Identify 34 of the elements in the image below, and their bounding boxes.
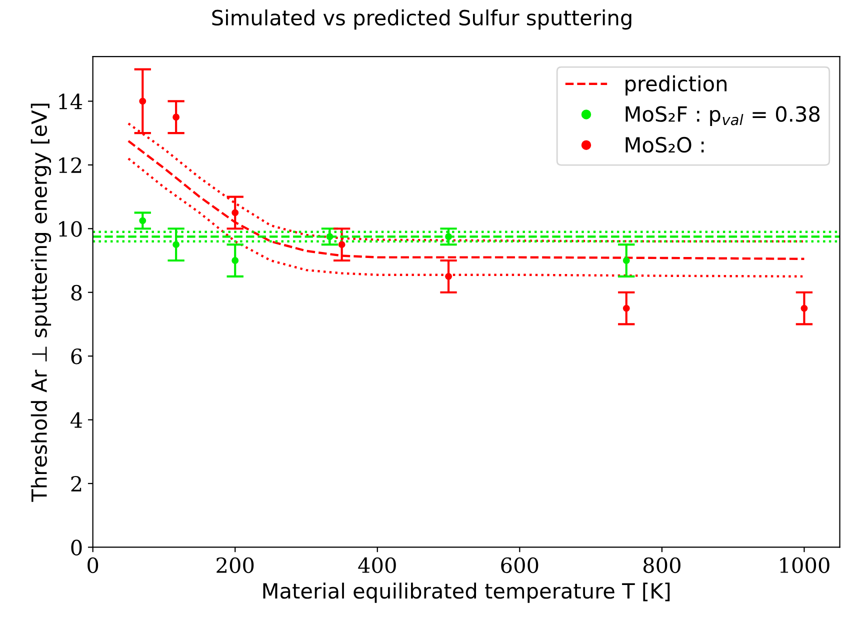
legend-label: prediction	[626, 75, 726, 96]
point	[622, 304, 630, 312]
x-tick-label: 1000	[780, 557, 830, 574]
x-tick-label: 600	[501, 557, 538, 574]
point	[445, 233, 452, 240]
legend-label: MoS₂O :	[626, 136, 704, 153]
x-tick-label: 0	[88, 557, 98, 574]
point	[139, 98, 146, 105]
point	[800, 304, 808, 312]
y-tick-label: 8	[71, 284, 82, 301]
point	[232, 257, 239, 264]
y-tick-label: 4	[70, 412, 82, 428]
point	[622, 257, 630, 264]
chart-title: Simulated vs predicted Sulfur sputtering	[212, 9, 632, 30]
y-tick-label: 12	[59, 157, 82, 173]
x-axis-title: Material equilibrated temperature T [K]	[263, 582, 670, 603]
y-tick-label: 2	[71, 476, 82, 492]
y-tick-label: 0	[71, 540, 82, 556]
x-tick-label: 200	[216, 557, 254, 574]
legend-label: MoS₂F : p$_{val}$ = 0.38	[626, 106, 820, 126]
y-axis-title: Threshold Ar ⊥ sputtering energy [eV]	[30, 104, 52, 502]
y-tick-label: 14	[59, 94, 82, 110]
x-tick-label: 800	[643, 557, 680, 574]
point	[445, 272, 452, 280]
y-tick-label: 6	[71, 348, 82, 364]
x-tick-label: 400	[358, 557, 396, 574]
point	[338, 241, 346, 248]
point	[139, 217, 146, 224]
point	[172, 241, 180, 248]
line-series	[127, 157, 806, 278]
y-tick-label: 10	[59, 221, 82, 237]
point	[326, 233, 334, 240]
point	[232, 209, 239, 216]
point	[172, 114, 180, 121]
